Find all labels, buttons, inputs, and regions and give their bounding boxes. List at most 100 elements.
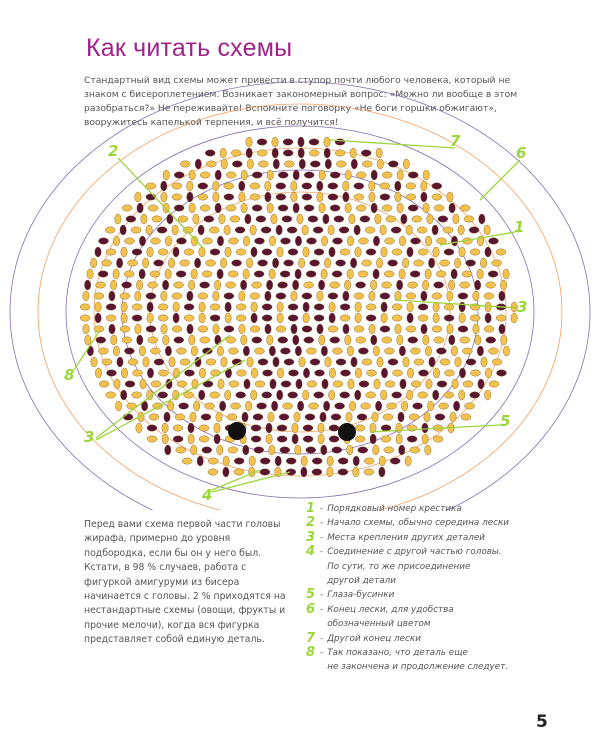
bead — [262, 369, 273, 377]
callout-8: 8 — [64, 366, 75, 384]
bead — [250, 301, 258, 313]
bead — [354, 301, 362, 313]
bead — [354, 424, 366, 432]
body-paragraph: Перед вами схема первой части головы жир… — [84, 519, 286, 646]
bead — [194, 158, 202, 170]
bead — [451, 235, 458, 247]
bead — [225, 281, 236, 289]
bead — [373, 235, 380, 247]
callout-line — [73, 329, 101, 371]
bead — [413, 259, 424, 267]
bead — [495, 314, 507, 322]
bead — [406, 435, 418, 443]
bead — [271, 147, 279, 159]
bead — [502, 345, 510, 357]
bead — [342, 323, 350, 335]
bead — [266, 202, 274, 214]
bead — [267, 411, 275, 423]
bead — [228, 380, 240, 388]
bead — [484, 389, 492, 401]
bead — [407, 336, 418, 344]
bead — [282, 138, 294, 146]
bead — [380, 424, 392, 432]
bead — [465, 259, 476, 267]
bead — [157, 248, 169, 256]
bead — [189, 411, 197, 423]
bead — [410, 347, 421, 355]
bead — [487, 270, 499, 278]
bead — [316, 180, 324, 192]
bead — [287, 314, 299, 322]
bead — [132, 369, 143, 377]
bead — [209, 248, 221, 256]
bead — [320, 345, 328, 357]
bead — [365, 391, 376, 399]
bead — [158, 369, 169, 377]
bead — [271, 400, 278, 412]
bead — [368, 290, 376, 302]
legend-text: Начало схемы, обычно середина лески — [327, 518, 509, 529]
callout-line — [439, 231, 516, 246]
bead — [106, 369, 117, 377]
bead — [380, 312, 388, 324]
bead — [309, 259, 320, 267]
bead — [402, 356, 410, 368]
bead — [328, 301, 336, 313]
bead — [431, 224, 439, 236]
bead — [209, 314, 221, 322]
bead — [342, 180, 350, 192]
callout-line — [329, 139, 456, 149]
bead — [119, 224, 127, 236]
bead — [173, 281, 184, 289]
bead — [310, 160, 321, 168]
bead — [488, 380, 500, 388]
bead — [201, 270, 213, 278]
bead — [350, 356, 358, 368]
bead — [94, 246, 102, 258]
bead — [335, 149, 346, 157]
bead — [254, 380, 266, 388]
bead — [329, 281, 340, 289]
bead — [230, 402, 241, 410]
bead — [301, 224, 309, 236]
bead — [250, 312, 258, 324]
bead — [228, 237, 239, 245]
bead — [173, 171, 185, 179]
bead — [353, 325, 365, 333]
thread-line — [65, 125, 535, 499]
bead — [327, 292, 339, 300]
bead — [205, 358, 217, 366]
bead — [142, 257, 150, 269]
bead — [368, 180, 376, 192]
bead — [369, 422, 377, 434]
bead — [366, 369, 377, 377]
bead — [82, 290, 90, 302]
bead — [357, 446, 368, 454]
bead — [254, 237, 265, 245]
bead — [306, 347, 317, 355]
bead — [186, 290, 194, 302]
bead — [183, 303, 195, 311]
bead — [116, 356, 124, 368]
bead — [272, 257, 279, 269]
bead — [202, 380, 214, 388]
bead — [398, 268, 406, 280]
bead — [110, 279, 118, 291]
legend-text: Глаза-бусинки — [327, 590, 395, 601]
bead — [469, 391, 480, 399]
bead — [312, 226, 324, 234]
bead — [136, 334, 144, 346]
bead — [268, 444, 276, 456]
bead — [472, 290, 480, 302]
bead — [119, 292, 131, 300]
bead — [274, 455, 282, 467]
bead — [387, 358, 399, 366]
bead — [381, 281, 392, 289]
bead — [320, 444, 328, 456]
bead — [391, 303, 403, 311]
bead — [400, 213, 408, 225]
bead — [396, 169, 404, 181]
bead — [396, 334, 404, 346]
bead — [253, 446, 264, 454]
bead — [225, 336, 237, 344]
